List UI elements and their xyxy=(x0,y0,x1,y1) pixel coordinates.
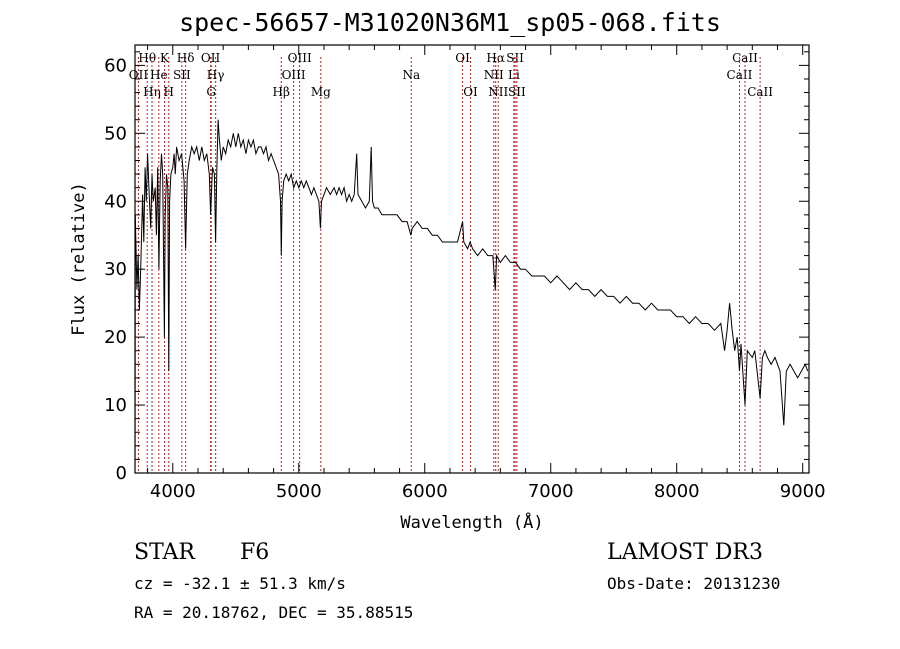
spectral-line-label: OI xyxy=(455,51,470,65)
spectral-line-label: CaII xyxy=(732,51,758,65)
spectral-line-label: Li xyxy=(508,68,520,82)
y-tick-label: 10 xyxy=(104,395,127,416)
y-tick-label: 60 xyxy=(104,55,127,76)
spectral-line-label: Hη xyxy=(143,85,161,99)
spectral-line-label: Hγ xyxy=(207,68,225,82)
spectral-line-label: Hβ xyxy=(273,85,290,99)
plot-frame xyxy=(134,44,810,474)
coordinates-text: RA = 20.18762, DEC = 35.88515 xyxy=(134,603,414,622)
spectral-line-label: OIII xyxy=(282,68,306,82)
y-axis-label: Flux (relative) xyxy=(69,182,89,336)
y-tick-label: 0 xyxy=(116,463,127,484)
spectral-line-label: K xyxy=(160,51,170,65)
spectral-line-label: SII xyxy=(508,85,526,99)
object-class: STAR xyxy=(134,540,195,565)
object-subclass: F6 xyxy=(240,540,270,565)
spectral-line-label: Mg xyxy=(311,85,331,99)
spectrum-series xyxy=(134,119,809,474)
spectral-line-label: Na xyxy=(402,68,420,82)
spectral-line-label: OI xyxy=(463,85,478,99)
spectral-line-label: CaII xyxy=(747,85,773,99)
spectral-line-label: NII xyxy=(484,68,504,82)
spectral-line-label: Hδ xyxy=(177,51,195,65)
spectral-line-label: He xyxy=(150,68,168,82)
chart-title: spec-56657-M31020N36M1_sp05-068.fits xyxy=(179,8,721,37)
spectral-line-label: CaII xyxy=(727,68,753,82)
x-axis-label: Wavelength (Å) xyxy=(400,511,543,533)
spectral-line-label: H xyxy=(164,85,174,99)
spectral-line-label: Hθ xyxy=(138,51,156,65)
y-tick-label: 30 xyxy=(104,259,127,280)
spectral-line-label: Hα xyxy=(486,51,505,65)
x-tick-label: 6000 xyxy=(402,481,448,502)
y-tick-label: 20 xyxy=(104,327,127,348)
spectral-line-label: NII xyxy=(488,85,508,99)
redshift-text: cz = -32.1 ± 51.3 km/s xyxy=(134,574,346,593)
spectral-line-label: SII xyxy=(506,51,524,65)
spectral-line-label: OII xyxy=(201,51,221,65)
x-tick-label: 4000 xyxy=(150,481,196,502)
spectral-line-markers: Hθ OII Hη He K H SII Hδ OII G Hγ Hβ OIII OIII Mg Na OI OI… xyxy=(129,51,773,473)
spectral-line-label: OIII xyxy=(288,51,312,65)
x-tick-label: 5000 xyxy=(276,481,322,502)
spectral-line-label: OII xyxy=(129,68,149,82)
obs-date-text: Obs-Date: 20131230 xyxy=(607,574,781,593)
y-tick-label: 50 xyxy=(104,123,127,144)
survey-name: LAMOST DR3 xyxy=(607,540,763,565)
x-tick-label: 8000 xyxy=(654,481,700,502)
y-tick-label: 40 xyxy=(104,191,127,212)
x-tick-label: 9000 xyxy=(780,481,826,502)
spectral-line-label: G xyxy=(206,85,216,99)
x-tick-label: 7000 xyxy=(528,481,574,502)
axis-ticks: 4000 5000 6000 7000 8000 9000 0 10 20 30 40 50 60 xyxy=(104,45,826,502)
spectral-line-label: SII xyxy=(173,68,191,82)
